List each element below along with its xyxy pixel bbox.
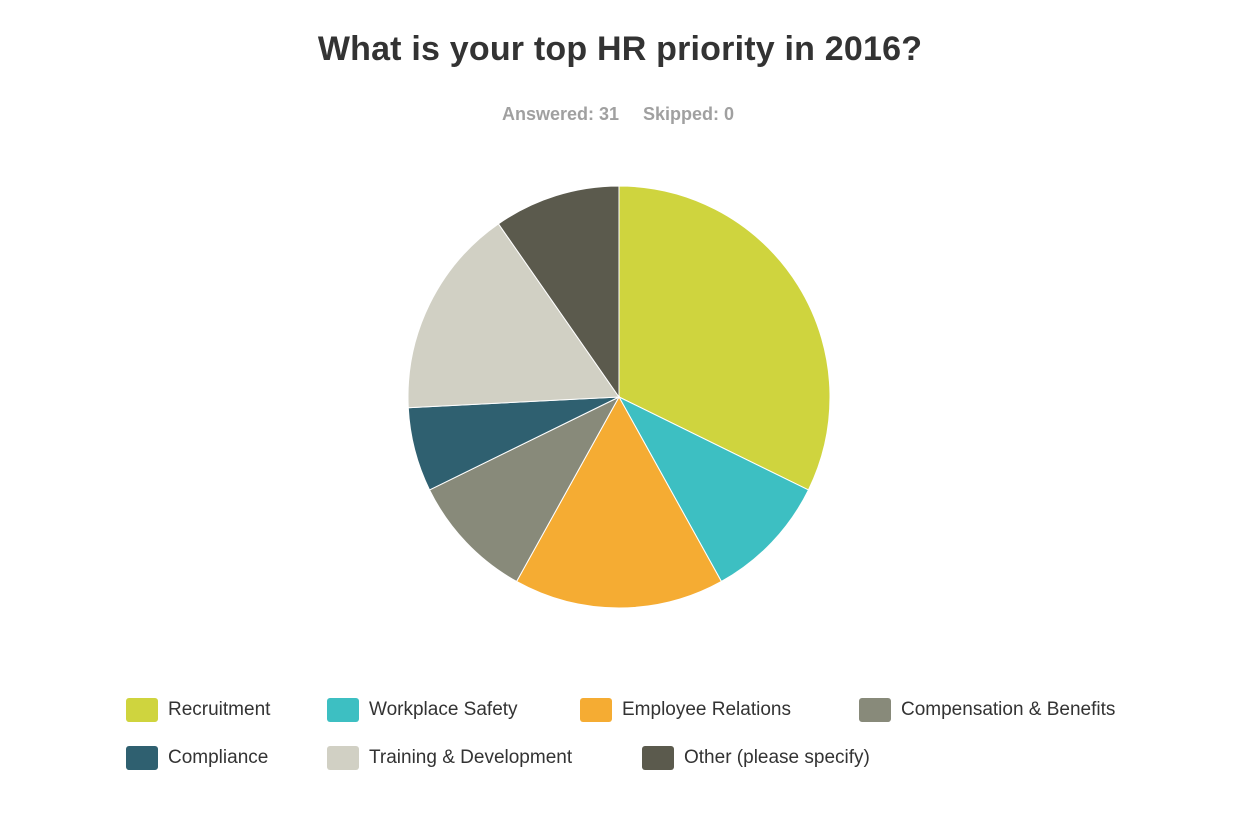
response-stats: Answered: 31 Skipped: 0: [0, 104, 1236, 125]
pie-slice-training-development[interactable]: [407, 223, 620, 409]
legend-item-compensation-benefits[interactable]: Compensation & Benefits: [859, 697, 1115, 723]
legend-label: Workplace Safety: [369, 699, 518, 720]
legend-item-employee-relations[interactable]: Employee Relations: [580, 697, 791, 723]
legend-swatch: [580, 698, 612, 722]
legend-swatch: [327, 746, 359, 770]
answered-count: Answered: 31: [501, 104, 619, 124]
legend-swatch: [642, 746, 674, 770]
legend-swatch: [126, 698, 158, 722]
pie-slice-employee-relations[interactable]: [515, 395, 723, 609]
legend-item-other-please-specify[interactable]: Other (please specify): [642, 745, 870, 771]
legend-label: Other (please specify): [684, 747, 870, 768]
legend-item-workplace-safety[interactable]: Workplace Safety: [327, 697, 518, 723]
pie-slice-compensation-benefits[interactable]: [428, 395, 621, 583]
legend-item-recruitment[interactable]: Recruitment: [126, 697, 270, 723]
legend-swatch: [859, 698, 891, 722]
legend-item-compliance[interactable]: Compliance: [126, 745, 268, 771]
legend-label: Compensation & Benefits: [901, 699, 1116, 720]
legend-label: Training & Development: [369, 747, 573, 768]
pie-slice-workplace-safety[interactable]: [617, 395, 810, 583]
chart-title: What is your top HR priority in 2016?: [317, 30, 923, 68]
pie-slice-recruitment[interactable]: [618, 185, 831, 491]
legend-label: Recruitment: [168, 699, 271, 720]
legend-label: Employee Relations: [622, 699, 791, 720]
skipped-count: Skipped: 0: [643, 104, 735, 124]
legend-label: Compliance: [168, 747, 269, 768]
legend-item-training-development[interactable]: Training & Development: [327, 745, 572, 771]
pie-slice-other-please-specify[interactable]: [497, 185, 620, 399]
legend-swatch: [327, 698, 359, 722]
legend-swatch: [126, 746, 158, 770]
